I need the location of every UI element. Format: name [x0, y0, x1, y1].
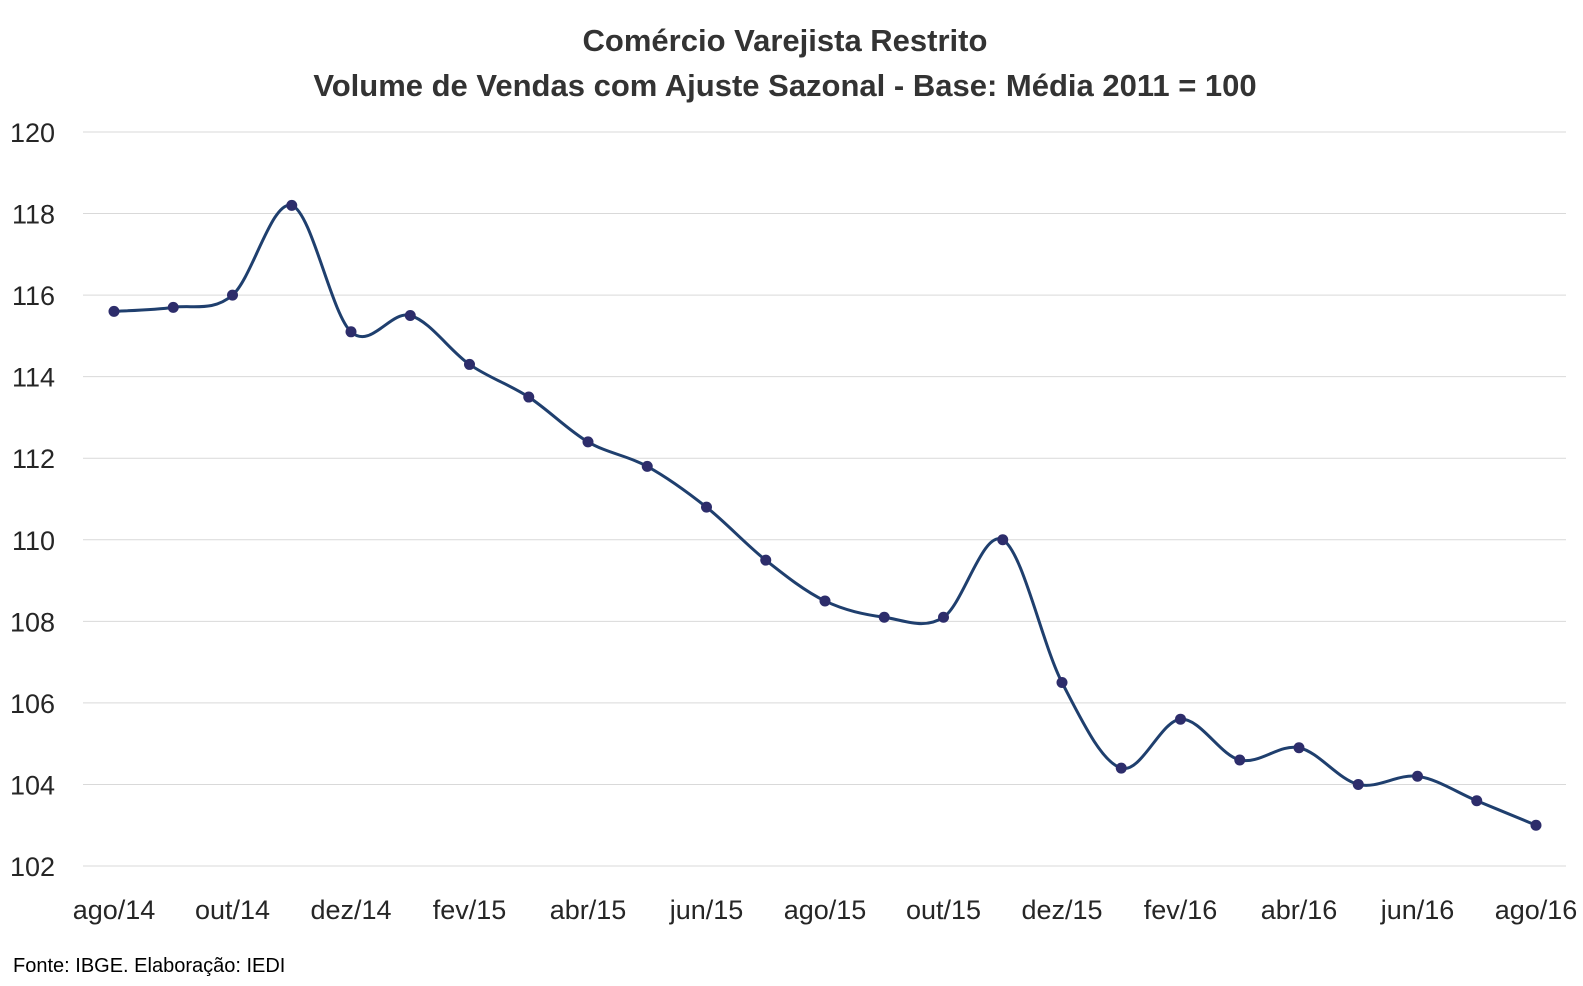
x-tick-label: fev/15: [433, 895, 507, 925]
data-point-mai/16: [1352, 778, 1364, 790]
x-tick-label: out/14: [195, 895, 270, 925]
x-tick-label: dez/14: [310, 895, 391, 925]
data-point-jan/15: [404, 310, 416, 321]
data-point-set/14: [167, 301, 179, 313]
y-tick-label: 102: [10, 852, 55, 882]
x-axis-ticks: ago/14 out/14 dez/14 fev/15 abr/15 jun/15 ago/…: [73, 895, 1578, 925]
y-tick-label: 108: [10, 607, 55, 637]
data-point-dez/15: [1056, 677, 1068, 688]
chart-title: Comércio Varejista Restrito: [583, 23, 988, 58]
y-axis-ticks: 102 104 106 108 110 112 114 116 118 120: [10, 118, 55, 882]
data-point-nov/15: [997, 534, 1009, 546]
data-point-abr/16: [1293, 742, 1305, 754]
x-tick-label: ago/15: [784, 895, 867, 925]
x-tick-label: out/15: [906, 895, 981, 925]
data-point-jul/16: [1471, 795, 1483, 807]
series-line: [113, 203, 1537, 827]
y-tick-label: 104: [10, 770, 55, 800]
source-note: Fonte: IBGE. Elaboração: IEDI: [13, 955, 285, 977]
data-point-ago/15: [819, 595, 831, 607]
data-point-out/14: [227, 289, 238, 301]
y-tick-label: 116: [12, 281, 55, 311]
data-point-jan/16: [1115, 762, 1127, 774]
data-point-mar/15: [523, 391, 535, 403]
series-layer: [108, 199, 1542, 831]
data-point-ago/14: [108, 305, 120, 317]
y-tick-label: 112: [12, 444, 55, 474]
data-point-out/15: [938, 611, 949, 623]
x-tick-label: fev/16: [1144, 895, 1218, 925]
x-tick-label: ago/14: [73, 895, 156, 925]
x-tick-label: abr/15: [550, 895, 627, 925]
grid-lines: [83, 131, 1566, 867]
x-tick-label: ago/16: [1495, 895, 1578, 925]
y-tick-label: 114: [12, 363, 55, 393]
data-point-nov/14: [286, 199, 298, 211]
data-point-mar/16: [1234, 754, 1246, 766]
data-point-fev/15: [464, 358, 475, 370]
x-tick-label: jun/16: [1380, 895, 1455, 925]
y-tick-label: 118: [12, 200, 55, 230]
x-tick-label: abr/16: [1261, 895, 1338, 925]
data-point-jul/15: [760, 554, 772, 566]
data-point-ago/16: [1530, 819, 1542, 831]
y-tick-label: 106: [10, 689, 55, 719]
y-tick-label: 110: [12, 526, 55, 556]
chart-subtitle: Volume de Vendas com Ajuste Sazonal - Ba…: [313, 68, 1256, 103]
x-tick-label: dez/15: [1021, 895, 1102, 925]
data-point-jun/16: [1412, 770, 1423, 782]
y-tick-label: 120: [10, 118, 55, 148]
x-tick-label: jun/15: [669, 895, 744, 925]
data-point-set/15: [878, 611, 890, 623]
data-point-mai/15: [641, 460, 653, 472]
data-point-abr/15: [582, 436, 594, 448]
data-point-jun/15: [701, 501, 712, 513]
data-point-fev/16: [1175, 713, 1186, 725]
data-point-dez/14: [345, 326, 357, 338]
